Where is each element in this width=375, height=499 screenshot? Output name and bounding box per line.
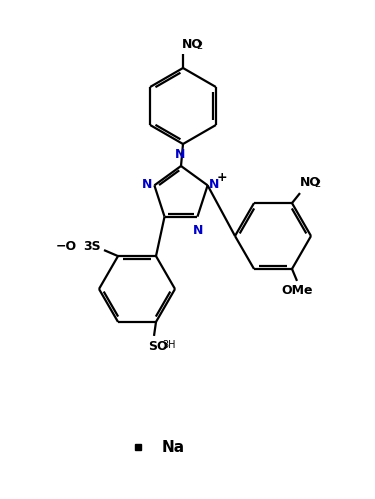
Text: NO: NO: [182, 38, 203, 51]
Text: 3H: 3H: [162, 340, 176, 350]
Text: N: N: [193, 224, 204, 237]
Text: N: N: [142, 178, 153, 191]
Text: N: N: [175, 148, 185, 161]
Text: −O: −O: [56, 240, 76, 252]
Text: NO: NO: [300, 176, 321, 189]
Text: Na: Na: [162, 440, 185, 455]
Text: 2: 2: [196, 41, 202, 51]
Text: SO: SO: [148, 340, 168, 353]
Text: N: N: [209, 178, 219, 191]
Text: +: +: [216, 171, 227, 184]
Text: 3S: 3S: [83, 240, 100, 252]
Text: 2: 2: [314, 179, 320, 189]
Text: OMe: OMe: [281, 284, 313, 297]
